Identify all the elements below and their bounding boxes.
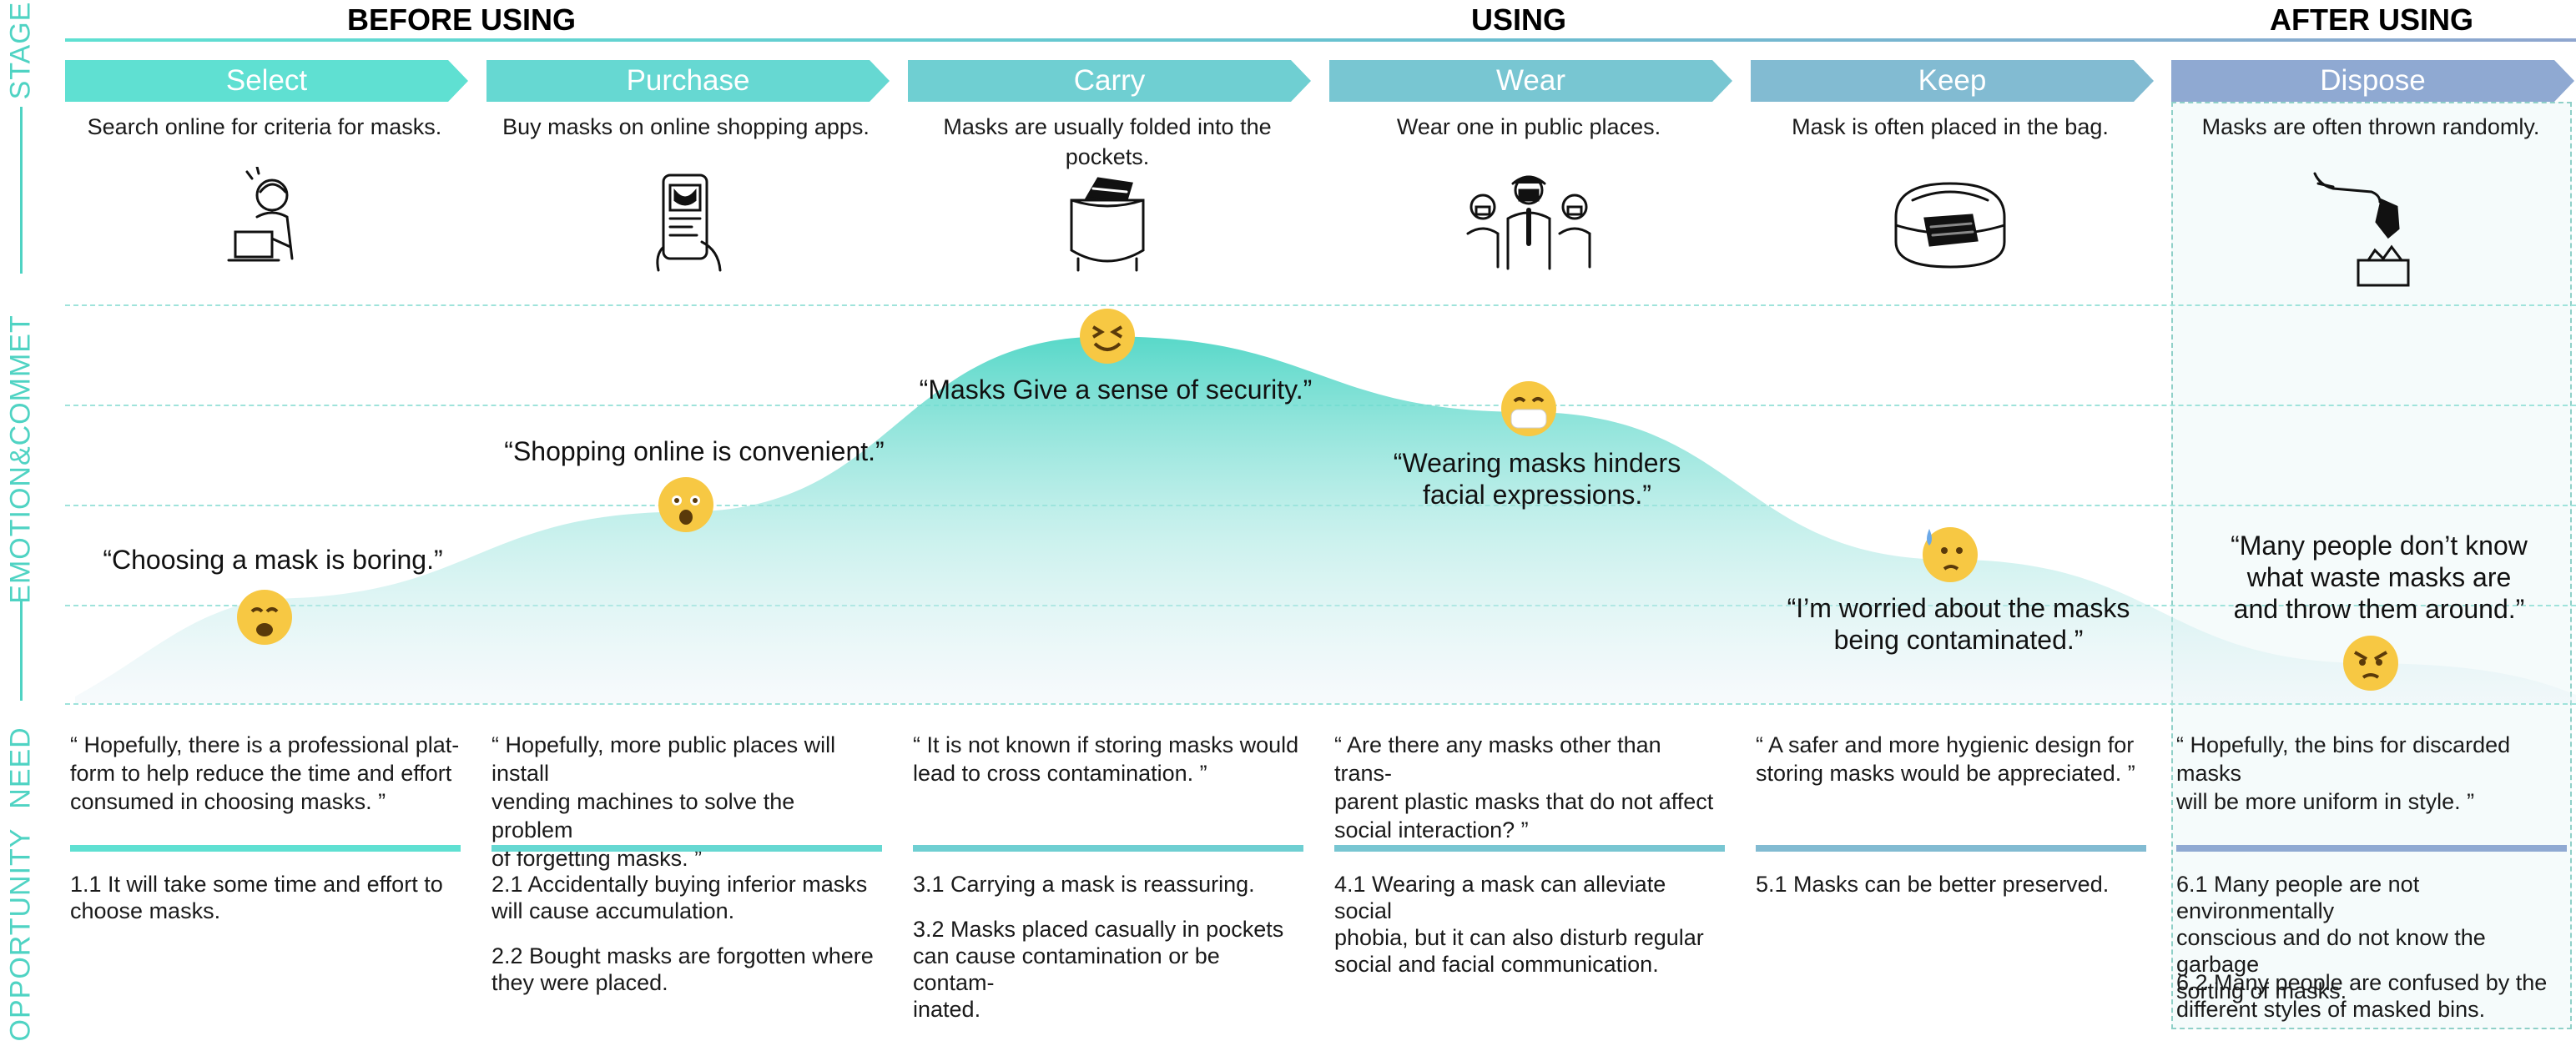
emotion-quote: “Shopping online is convenient.” — [504, 436, 885, 466]
emotion-quote: “I’m worried about the masks being conta… — [1787, 593, 2130, 655]
angry-face-icon — [2342, 634, 2400, 692]
bored-face-icon — [235, 588, 294, 646]
phase-using: USING — [1470, 3, 1566, 37]
phase-after-using: AFTER USING — [2269, 3, 2473, 37]
opportunity-item: 6.1 Many people are not environmentally … — [2176, 872, 2486, 1003]
stage-description: Buy masks on online shopping apps. — [502, 114, 870, 139]
person-laptop-icon — [65, 167, 464, 284]
stage-description: Search online for criteria for masks. — [87, 114, 442, 139]
opportunity-item: 4.1 Wearing a mask can alleviate social … — [1334, 872, 1704, 977]
opportunity-bar — [70, 845, 461, 852]
happy-squint-face-icon — [1078, 307, 1137, 365]
opportunity-item: 5.1 Masks can be better preserved. — [1756, 872, 2110, 897]
grid-line — [65, 304, 2576, 306]
need-text: “ A safer and more hygienic design for s… — [1756, 732, 2135, 786]
stage-chevron-carry: Carry — [908, 60, 1311, 102]
side-bar-emotion — [20, 601, 23, 701]
need-text: “ Are there any masks other than trans- … — [1334, 732, 1714, 842]
pocket-mask-icon — [908, 167, 1307, 284]
worried-sweat-face-icon — [1921, 526, 1979, 584]
bag-mask-icon — [1751, 167, 2150, 284]
phone-shopping-icon — [486, 167, 885, 284]
stage-chevron-wear: Wear — [1329, 60, 1732, 102]
opportunity-item: 2.1 Accidentally buying inferior masks w… — [492, 872, 868, 923]
stage-description: Mask is often placed in the bag. — [1792, 114, 2109, 139]
people-wearing-masks-icon — [1329, 167, 1728, 284]
need-text: “ Hopefully, there is a professional pla… — [70, 732, 460, 814]
need-text: “ It is not known if storing masks would… — [913, 732, 1299, 786]
emotion-curve-area — [75, 336, 2576, 703]
stage-description: Masks are often thrown randomly. — [2201, 114, 2540, 139]
emotion-quote: “Choosing a mask is boring.” — [103, 545, 443, 575]
need-text: “ Hopefully, more public places will ins… — [492, 732, 836, 871]
surprised-face-icon — [657, 475, 715, 534]
opportunity-item: 1.1 It will take some time and effort to… — [70, 872, 443, 923]
grid-line — [65, 703, 2576, 705]
opportunity-item: 6.2 Many people are confused by the diff… — [2176, 970, 2548, 1022]
opportunity-bar — [1756, 845, 2146, 852]
opportunity-bar — [913, 845, 1303, 852]
phase-divider-line — [65, 38, 2576, 42]
side-bar-stage — [20, 107, 23, 274]
hand-dropping-mask-icon — [2171, 167, 2570, 287]
stage-description: Wear one in public places. — [1396, 114, 1661, 139]
stage-chevron-dispose: Dispose — [2171, 60, 2574, 102]
stage-description: Masks are usually folded into the pocket… — [943, 114, 1272, 169]
opportunity-bar — [492, 845, 882, 852]
stage-chevron-keep: Keep — [1751, 60, 2154, 102]
opportunity-item: 3.2 Masks placed casually in pockets can… — [913, 917, 1284, 1022]
stage-chevron-select: Select — [65, 60, 468, 102]
phase-before-using: BEFORE USING — [346, 3, 577, 37]
opportunity-bar — [1334, 845, 1725, 852]
opportunity-bar — [2176, 845, 2567, 852]
masked-face-icon — [1500, 380, 1558, 438]
opportunity-item: 3.1 Carrying a mask is reassuring. — [913, 872, 1255, 897]
opportunity-item: 2.2 Bought masks are forgotten where the… — [492, 943, 874, 995]
emotion-quote: “Wearing masks hinders facial expression… — [1393, 448, 1681, 510]
stage-chevron-purchase: Purchase — [486, 60, 890, 102]
emotion-quote: “Masks Give a sense of security.” — [919, 375, 1313, 405]
emotion-quote: “Many people don’t know what waste masks… — [2231, 531, 2528, 624]
need-text: “ Hopefully, the bins for discarded mask… — [2176, 732, 2511, 814]
